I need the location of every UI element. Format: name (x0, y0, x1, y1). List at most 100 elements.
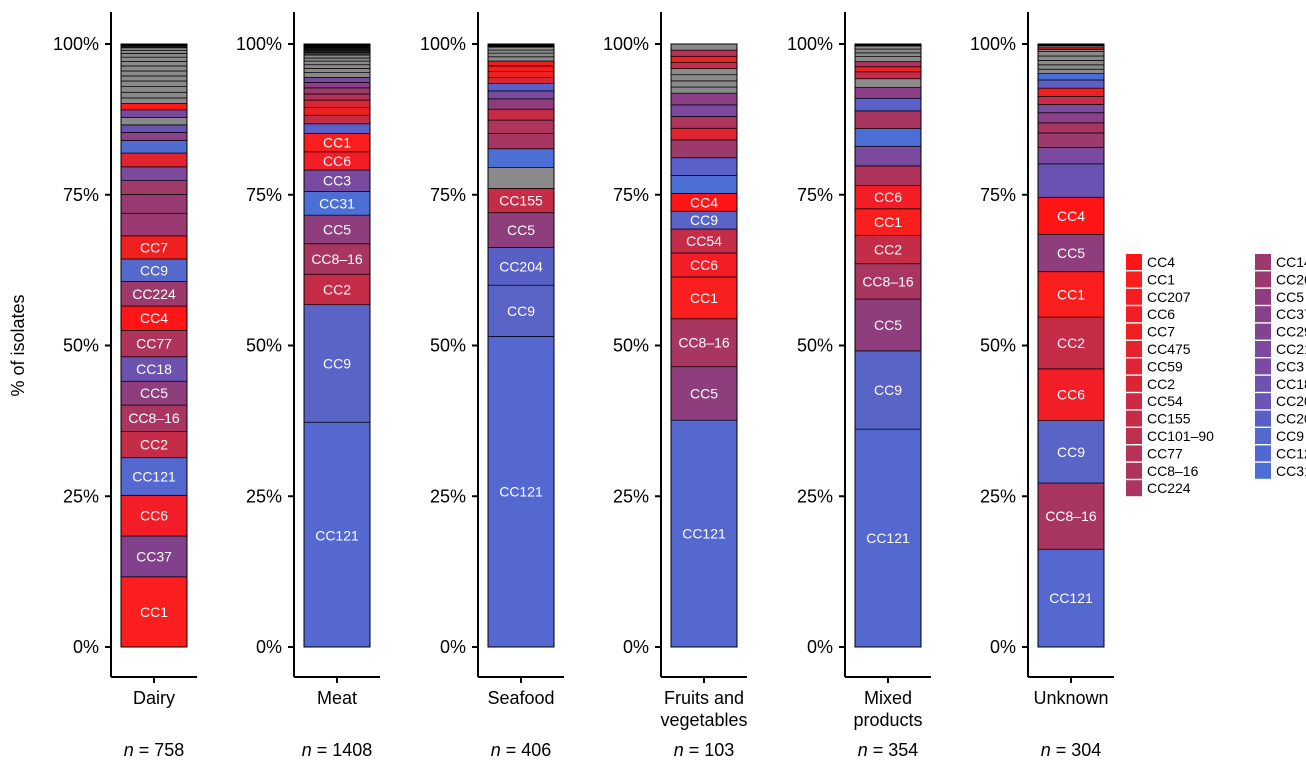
y-tick-label: 25% (797, 486, 833, 506)
y-tick-label: 100% (420, 34, 466, 54)
y-tick-label: 75% (613, 185, 649, 205)
segment-label: CC31 (319, 195, 355, 211)
bar-segment (120, 140, 188, 154)
sample-size-n: n (124, 740, 134, 760)
bar-segment (1037, 112, 1105, 124)
bar-segment (670, 139, 738, 159)
y-tick-label: 100% (53, 34, 99, 54)
bar-segment (120, 305, 188, 331)
bar-segment (303, 106, 371, 116)
legend-swatch (1255, 375, 1271, 392)
legend-swatch (1255, 271, 1271, 288)
bar-segment (670, 43, 738, 51)
bar-segment (120, 49, 188, 54)
bar-segment (120, 86, 188, 93)
bar-segment (487, 46, 555, 51)
legend-swatch (1126, 271, 1142, 288)
bar-segment (120, 56, 188, 62)
bar-segment (670, 62, 738, 69)
segment-label: CC5 (690, 385, 718, 401)
segment-label: CC2 (874, 242, 902, 258)
bar-segment (303, 421, 371, 648)
legend-swatch (1126, 480, 1142, 497)
bar-segment (1037, 87, 1105, 97)
panel-dairy: 0% 25% 50% 75% 100% CC1 CC37 CC6 CC121 CC2 CC8–16 C… (53, 12, 197, 760)
segment-label: CC9 (323, 355, 351, 371)
y-tick-label: 50% (797, 336, 833, 356)
legend-swatch (1255, 323, 1271, 340)
bar-outline (854, 43, 922, 648)
bar-segment (303, 93, 371, 101)
segment-label: CC5 (323, 221, 351, 237)
category-label: Mixed (864, 688, 912, 708)
bar-outline (670, 43, 738, 648)
panel-unknown: 0% 25% 50% 75% 100% CC121 CC8–16 CC9 CC6 CC2 CC1 CC… (970, 12, 1114, 760)
bar-segment (670, 419, 738, 648)
legend-label: CC4 (1147, 254, 1175, 270)
bar-segment (303, 72, 371, 78)
panel-mixed-products: 0% 25% 50% 75% 100% CC121 CC9 CC5 CC8–16 CC2 CC1 CC… (787, 12, 931, 760)
bar-segment (854, 128, 922, 147)
bar-segment (1037, 55, 1105, 61)
bar-segment (487, 148, 555, 168)
bar-segment (854, 263, 922, 300)
sample-size-n: n (302, 740, 312, 760)
bar-segment (303, 60, 371, 66)
bar-segment (120, 124, 188, 133)
sample-size-label: n = 354 (858, 740, 919, 760)
category-label: vegetables (660, 710, 747, 730)
bar-segment (854, 145, 922, 167)
bar-segment (120, 75, 188, 82)
segment-label: CC7 (140, 239, 168, 255)
category-label: Seafood (487, 688, 554, 708)
legend-swatch (1126, 254, 1142, 270)
segment-label: CC9 (690, 212, 718, 228)
legend-label: CC31 (1276, 463, 1306, 479)
segment-label: CC204 (499, 258, 543, 274)
legend-swatch (1126, 288, 1142, 305)
segment-label: CC3 (323, 173, 351, 189)
bar-segment (120, 535, 188, 578)
bar-segment (487, 98, 555, 110)
legend-swatch (1255, 341, 1271, 357)
y-tick-label: 50% (63, 336, 99, 356)
bar-segment (1037, 104, 1105, 114)
bar-segment (487, 167, 555, 189)
y-tick-label: 50% (246, 336, 282, 356)
sample-size-number: = 1408 (317, 740, 373, 760)
bar-segment (854, 66, 922, 73)
legend-label: CC59 (1147, 358, 1183, 374)
bar-segment (1037, 68, 1105, 74)
legend-label: CC18 (1276, 376, 1306, 392)
bar-outline (303, 43, 371, 648)
bar-segment (1037, 132, 1105, 148)
bar-segment (120, 166, 188, 181)
legend-label: CC7 (1147, 324, 1175, 340)
bar-segment (487, 83, 555, 92)
bar-segment (120, 152, 188, 168)
panel-meat: 0% 25% 50% 75% 100% CC9 CC2 CC8–16 CC5 CC31 CC3 CC6… (236, 12, 380, 760)
y-tick-label: 0% (440, 637, 466, 657)
legend-swatch (1126, 393, 1142, 410)
legend-label: CC1 (1147, 271, 1175, 287)
y-tick-label: 50% (980, 336, 1016, 356)
bar-segment (670, 80, 738, 88)
bar-segment (487, 56, 555, 62)
bar-segment (854, 234, 922, 265)
segment-label: CC1 (323, 135, 351, 151)
bar-segment (487, 247, 555, 286)
segment-label: CC1 (690, 290, 718, 306)
category-label: Dairy (133, 688, 175, 708)
segment-label: CC155 (499, 193, 543, 209)
sample-size-number: = 103 (689, 740, 735, 760)
segment-label: CC121 (866, 530, 910, 546)
y-tick-label: 75% (63, 185, 99, 205)
bar-segment (1037, 60, 1105, 66)
segment-label: CC8–16 (128, 410, 180, 426)
bar-segment (303, 43, 371, 49)
legend-label: CC155 (1147, 411, 1191, 427)
y-tick-label: 75% (797, 185, 833, 205)
bar-segment (1037, 163, 1105, 198)
legend-label: CC77 (1147, 445, 1183, 461)
y-tick-label: 100% (603, 34, 649, 54)
